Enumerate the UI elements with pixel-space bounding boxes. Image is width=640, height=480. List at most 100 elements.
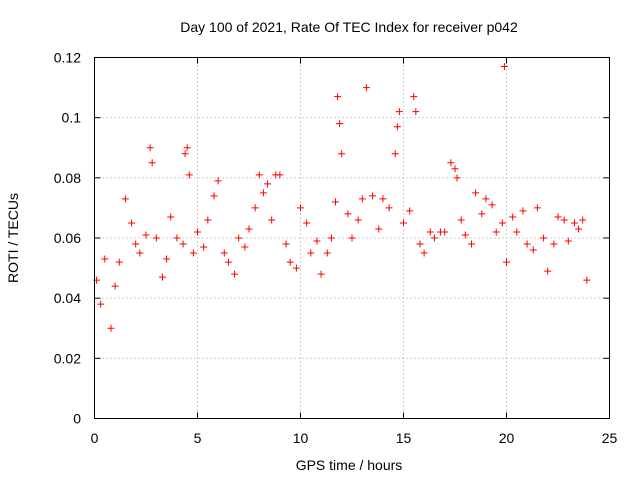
data-point bbox=[583, 276, 591, 284]
data-point bbox=[158, 273, 166, 281]
data-point bbox=[430, 234, 438, 242]
y-tick-label: 0.12 bbox=[54, 50, 81, 66]
data-point bbox=[313, 237, 321, 245]
data-point bbox=[204, 216, 212, 224]
data-point bbox=[554, 213, 562, 221]
grid-lines bbox=[94, 57, 610, 419]
data-point bbox=[472, 189, 480, 197]
x-tick-label: 10 bbox=[293, 430, 309, 446]
data-point bbox=[533, 204, 541, 212]
data-point bbox=[453, 174, 461, 182]
data-point bbox=[264, 180, 272, 188]
data-point bbox=[509, 213, 517, 221]
data-point bbox=[513, 228, 521, 236]
data-point bbox=[457, 216, 465, 224]
data-point bbox=[478, 210, 486, 218]
data-point bbox=[111, 282, 119, 290]
data-point bbox=[268, 216, 276, 224]
data-point bbox=[173, 234, 181, 242]
data-point bbox=[121, 195, 129, 203]
data-point bbox=[406, 207, 414, 215]
data-point bbox=[447, 159, 455, 167]
data-point bbox=[282, 240, 290, 248]
data-point bbox=[297, 204, 304, 212]
plot-frame bbox=[94, 57, 610, 419]
data-point bbox=[354, 216, 362, 224]
data-point bbox=[529, 246, 537, 254]
x-tick-label: 25 bbox=[602, 430, 618, 446]
data-point bbox=[393, 123, 401, 131]
x-tick-label: 15 bbox=[396, 430, 412, 446]
y-tick-label: 0.04 bbox=[54, 290, 81, 306]
data-point bbox=[391, 150, 399, 158]
data-point bbox=[400, 219, 407, 227]
data-point bbox=[482, 195, 490, 203]
data-point bbox=[344, 210, 352, 218]
y-tick-labels: 0 0.02 0.04 0.06 0.08 0.1 0.12 bbox=[54, 50, 81, 427]
data-point bbox=[579, 216, 587, 224]
data-point bbox=[101, 255, 109, 263]
data-point bbox=[200, 243, 208, 251]
data-point bbox=[336, 120, 344, 128]
y-axis-label: ROTI / TECUs bbox=[5, 193, 21, 283]
data-point bbox=[146, 144, 154, 152]
chart-title: Day 100 of 2021, Rate Of TEC Index for r… bbox=[180, 19, 518, 35]
x-tick-label: 0 bbox=[91, 430, 99, 446]
data-point bbox=[498, 219, 506, 227]
data-point bbox=[488, 201, 496, 209]
data-point bbox=[362, 84, 370, 92]
data-point bbox=[426, 228, 434, 236]
y-tick-label: 0.02 bbox=[54, 350, 81, 366]
y-tick-label: 0.08 bbox=[54, 170, 81, 186]
data-point bbox=[410, 93, 418, 101]
data-point bbox=[259, 189, 267, 197]
data-point bbox=[303, 219, 311, 227]
data-point bbox=[152, 234, 160, 242]
data-point bbox=[183, 144, 191, 152]
data-point bbox=[231, 270, 239, 278]
data-point bbox=[461, 231, 469, 239]
data-point bbox=[251, 204, 259, 212]
data-point bbox=[214, 177, 222, 185]
data-point bbox=[564, 237, 572, 245]
data-point bbox=[327, 234, 335, 242]
data-point bbox=[500, 63, 508, 71]
data-point bbox=[560, 216, 568, 224]
x-tick-label: 20 bbox=[499, 430, 515, 446]
data-point bbox=[148, 159, 156, 167]
data-point bbox=[245, 225, 253, 233]
data-point bbox=[142, 231, 150, 239]
data-point bbox=[451, 165, 459, 173]
data-point bbox=[136, 249, 144, 257]
data-point bbox=[276, 171, 284, 179]
data-point bbox=[540, 234, 548, 242]
data-point bbox=[163, 255, 171, 263]
data-point bbox=[307, 249, 315, 257]
data-point bbox=[189, 249, 197, 257]
data-point bbox=[115, 258, 123, 266]
data-point bbox=[194, 228, 201, 236]
data-point bbox=[167, 213, 175, 221]
data-point bbox=[210, 192, 218, 200]
data-point bbox=[128, 219, 136, 227]
data-point bbox=[323, 249, 331, 257]
data-point bbox=[348, 234, 356, 242]
data-point bbox=[220, 249, 228, 257]
data-point bbox=[338, 150, 346, 158]
data-point bbox=[317, 270, 325, 278]
data-point bbox=[420, 249, 428, 257]
data-point bbox=[241, 243, 249, 251]
data-point bbox=[332, 198, 340, 206]
data-point bbox=[181, 150, 189, 158]
data-point bbox=[97, 300, 105, 308]
data-point bbox=[416, 240, 424, 248]
data-points bbox=[93, 63, 591, 332]
data-point bbox=[286, 258, 294, 266]
data-point bbox=[334, 93, 342, 101]
data-point bbox=[467, 240, 475, 248]
data-point bbox=[358, 195, 366, 203]
data-point bbox=[503, 258, 510, 266]
data-point bbox=[224, 258, 232, 266]
data-point bbox=[575, 225, 583, 233]
